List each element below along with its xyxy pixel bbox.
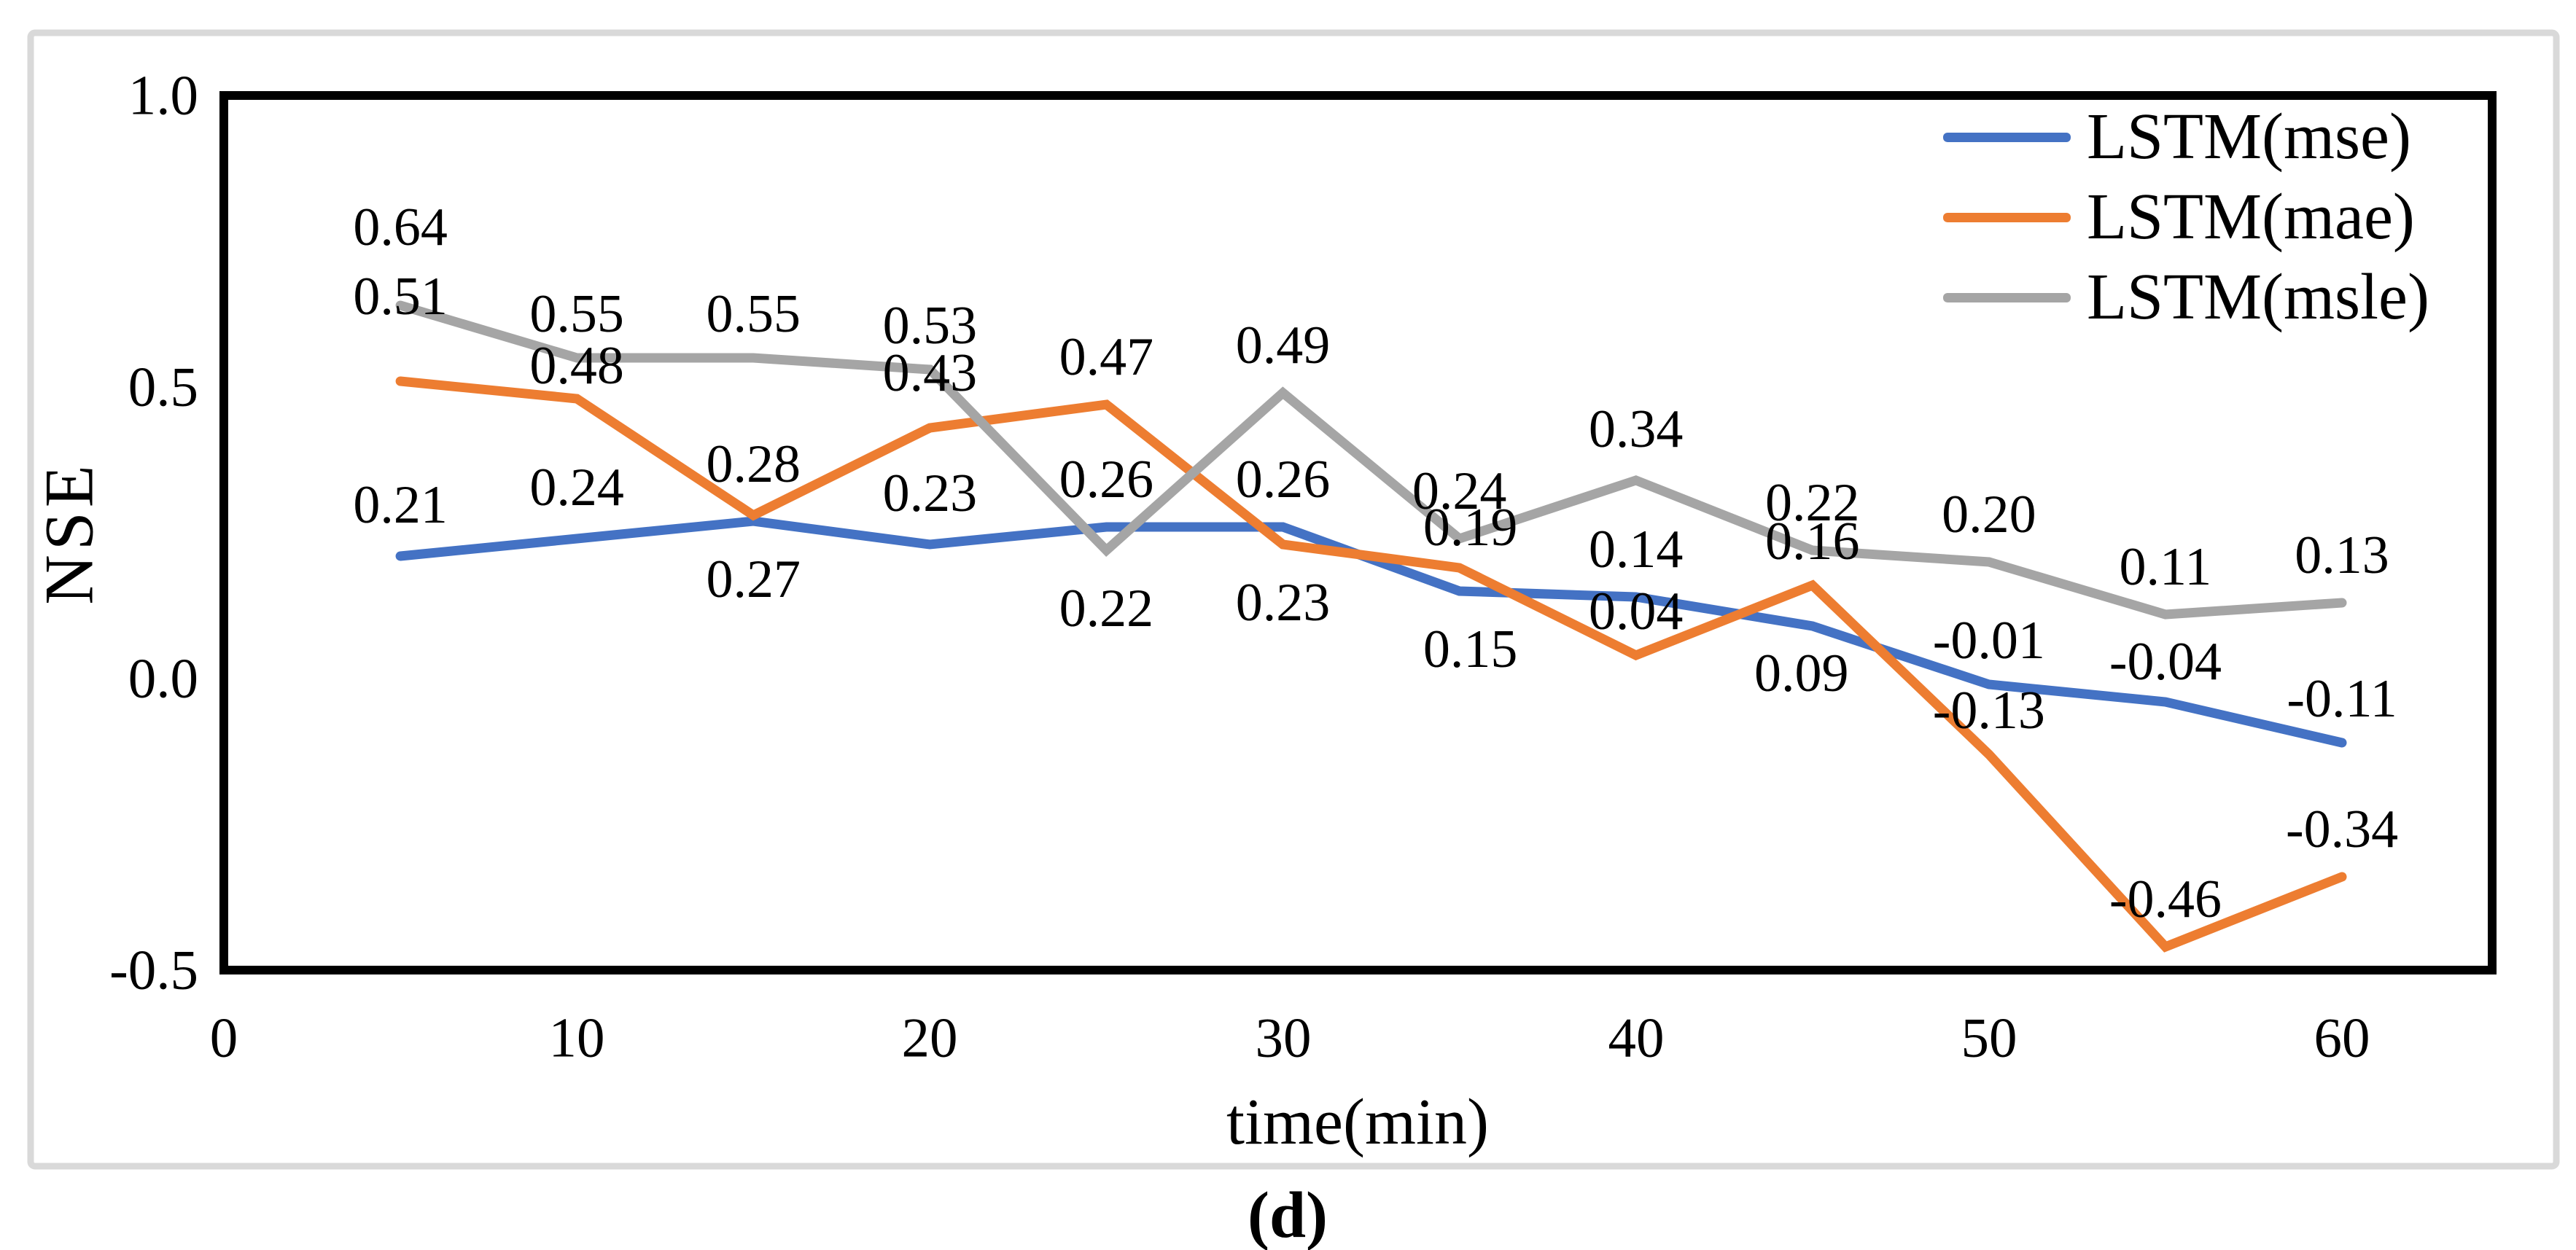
data-label: 0.47 — [1059, 327, 1154, 387]
data-label: -0.04 — [2109, 632, 2222, 692]
plot-border — [219, 91, 2497, 974]
data-label: 0.13 — [2295, 526, 2389, 585]
data-label: 0.51 — [353, 267, 448, 327]
data-label: 0.11 — [2119, 537, 2212, 597]
data-label: -0.11 — [2287, 669, 2397, 729]
data-label: 0.34 — [1588, 399, 1684, 459]
y-tick--0.5: -0.5 — [109, 938, 198, 1001]
y-tick-1.0: 1.0 — [128, 63, 198, 127]
series-line-lstm-mae — [395, 376, 2347, 953]
data-label: -0.13 — [1932, 681, 2045, 741]
legend-label-mae: LSTM(mae) — [2087, 181, 2415, 253]
y-axis-title: NSE — [30, 461, 108, 605]
data-label: 0.55 — [529, 284, 624, 344]
data-label: 0.53 — [882, 296, 978, 356]
series-line-lstm-msle — [395, 300, 2347, 620]
data-label: -0.46 — [2109, 870, 2222, 929]
series-layer — [395, 300, 2347, 953]
data-label: 0.64 — [353, 198, 448, 257]
data-label: 0.16 — [1765, 512, 1860, 571]
data-label: 0.21 — [353, 475, 448, 535]
figure-caption: (d) — [1248, 1179, 1328, 1250]
legend-item-lstm-msle: LSTM(msle) — [1943, 265, 2429, 330]
y-tick-0.5: 0.5 — [128, 355, 198, 418]
data-label: 0.48 — [529, 336, 624, 396]
legend-item-lstm-mse: LSTM(mse) — [1943, 104, 2411, 170]
data-label: 0.26 — [1059, 450, 1154, 509]
legend-item-lstm-mae: LSTM(mae) — [1943, 184, 2415, 250]
x-tick-40: 40 — [1608, 1006, 1665, 1069]
data-label: 0.15 — [1423, 620, 1518, 679]
data-label: 0.04 — [1588, 582, 1684, 641]
data-label: 0.28 — [706, 434, 801, 494]
data-label: 0.24 — [529, 458, 624, 517]
legend-line-swatch-mse — [1943, 132, 2071, 142]
x-tick-0: 0 — [209, 1006, 238, 1069]
x-tick-50: 50 — [1961, 1006, 2017, 1069]
data-label: 0.20 — [1942, 485, 2036, 544]
x-tick-20: 20 — [901, 1006, 958, 1069]
figure-frame — [27, 29, 2560, 1170]
data-label: 0.43 — [882, 343, 978, 403]
x-tick-60: 60 — [2314, 1006, 2370, 1069]
data-label: 0.49 — [1235, 316, 1331, 375]
data-label: -0.34 — [2285, 800, 2399, 859]
x-tick-10: 10 — [548, 1006, 605, 1069]
legend-label-msle: LSTM(msle) — [2087, 261, 2429, 333]
data-label: 0.14 — [1588, 520, 1684, 579]
data-label: 0.22 — [1059, 579, 1154, 638]
data-label: 0.26 — [1235, 450, 1331, 509]
x-axis-title: time(min) — [1226, 1086, 1489, 1158]
data-label: -0.01 — [1932, 611, 2045, 671]
y-tick-0.0: 0.0 — [128, 647, 198, 710]
data-label: 0.27 — [706, 550, 801, 609]
data-label: 0.55 — [706, 284, 801, 344]
legend-line-swatch-msle — [1943, 292, 2071, 302]
data-label: 0.09 — [1754, 644, 1849, 703]
data-label: 0.22 — [1765, 473, 1860, 533]
x-tick-30: 30 — [1255, 1006, 1312, 1069]
data-label: 0.23 — [1235, 573, 1331, 633]
data-label: 0.23 — [882, 464, 978, 523]
legend-line-swatch-mae — [1943, 212, 2071, 222]
data-label: 0.24 — [1412, 461, 1507, 521]
legend-label-mse: LSTM(mse) — [2087, 101, 2411, 173]
data-label: 0.19 — [1423, 498, 1518, 558]
